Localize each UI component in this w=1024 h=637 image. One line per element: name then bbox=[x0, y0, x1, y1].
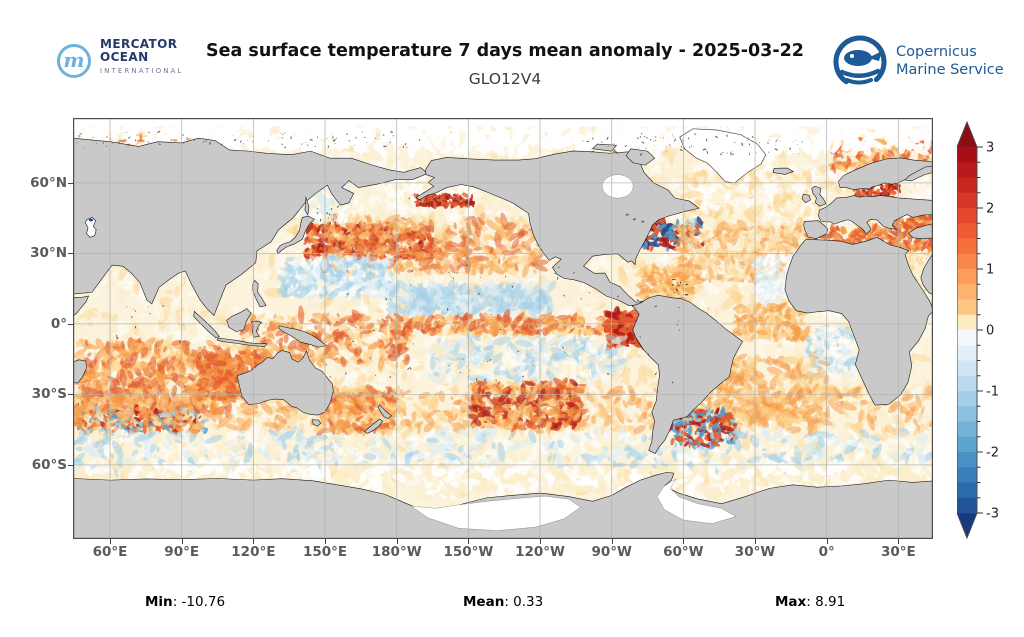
colorbar-svg: 3 2 1 0 -1 -2 -3 bbox=[956, 120, 999, 540]
x-axis-tick-mark bbox=[110, 539, 112, 544]
y-axis-tick-label: 60°S bbox=[31, 456, 67, 473]
svg-text:-1: -1 bbox=[986, 385, 999, 400]
stat-max: Max: 8.91 bbox=[775, 594, 845, 610]
svg-text:2: 2 bbox=[986, 202, 994, 217]
x-axis-tick-mark bbox=[325, 539, 327, 544]
stat-min-label: Min bbox=[145, 594, 173, 610]
x-axis-tick-mark bbox=[611, 539, 613, 544]
mercator-ocean-logo-icon: m bbox=[57, 44, 91, 78]
y-axis-tick-label: 30°S bbox=[31, 386, 67, 403]
x-axis-tick-label: 180°W bbox=[371, 544, 422, 560]
x-axis-tick-mark bbox=[468, 539, 470, 544]
x-axis-tick-mark bbox=[898, 539, 900, 544]
y-axis-tick-label: 30°N bbox=[30, 245, 67, 262]
x-axis-tick-mark bbox=[826, 539, 828, 544]
x-axis-tick-mark bbox=[253, 539, 255, 544]
x-axis-tick-mark bbox=[683, 539, 685, 544]
y-axis-tick-mark bbox=[68, 323, 73, 325]
y-axis-tick-mark bbox=[68, 253, 73, 255]
x-axis-tick-mark bbox=[181, 539, 183, 544]
svg-text:-3: -3 bbox=[986, 507, 999, 522]
svg-text:0: 0 bbox=[986, 324, 994, 339]
stat-min-value: : -10.76 bbox=[172, 594, 226, 610]
x-axis-tick-mark bbox=[755, 539, 757, 544]
page-subtitle: GLO12V4 bbox=[468, 70, 542, 88]
svg-text:1: 1 bbox=[986, 263, 994, 278]
x-axis-tick-label: 60°W bbox=[663, 544, 704, 560]
stat-min: Min: -10.76 bbox=[145, 594, 225, 610]
y-axis-tick-label: 60°N bbox=[30, 174, 67, 191]
x-axis-tick-label: 150°E bbox=[302, 544, 348, 560]
x-axis-tick-label: 30°E bbox=[880, 544, 916, 560]
copernicus-word: Copernicus bbox=[896, 44, 977, 60]
y-axis-tick-mark bbox=[68, 464, 73, 466]
x-axis-tick-label: 90°W bbox=[591, 544, 632, 560]
x-axis-tick-label: 30°W bbox=[734, 544, 776, 560]
x-axis-tick-label: 60°E bbox=[92, 544, 128, 560]
international-word: INTERNATIONAL bbox=[100, 67, 184, 75]
stat-mean-label: Mean bbox=[463, 594, 505, 610]
x-axis-tick-label: 120°W bbox=[515, 544, 565, 560]
x-axis-tick-label: 90°E bbox=[164, 544, 200, 560]
marine-service-word: Marine Service bbox=[896, 62, 1004, 78]
stat-max-label: Max bbox=[775, 594, 807, 610]
colorbar: 3 2 1 0 -1 -2 -3 bbox=[956, 120, 1019, 540]
copernicus-wordmark: Copernicus Marine Service bbox=[896, 43, 1004, 79]
page-title: Sea surface temperature 7 days mean anom… bbox=[206, 41, 804, 61]
mercator-ocean-wordmark: MERCATOR OCEAN INTERNATIONAL bbox=[100, 37, 184, 76]
y-axis-tick-label: 0° bbox=[50, 315, 67, 332]
x-axis-tick-label: 120°E bbox=[231, 544, 276, 560]
stat-max-value: : 8.91 bbox=[806, 594, 846, 610]
y-axis-tick-mark bbox=[68, 182, 73, 184]
ocean-word: OCEAN bbox=[100, 50, 149, 64]
x-axis-tick-mark bbox=[540, 539, 542, 544]
x-axis-tick-mark bbox=[396, 539, 398, 544]
stat-mean: Mean: 0.33 bbox=[463, 594, 543, 610]
x-axis-tick-label: 150°W bbox=[443, 544, 494, 560]
svg-text:-2: -2 bbox=[986, 446, 999, 461]
copernicus-fish-icon bbox=[833, 35, 887, 89]
stat-mean-value: : 0.33 bbox=[504, 594, 544, 610]
map-canvas bbox=[73, 118, 933, 539]
svg-text:3: 3 bbox=[986, 141, 994, 156]
mercator-word: MERCATOR bbox=[100, 37, 178, 51]
x-axis-tick-label: 0° bbox=[818, 544, 835, 560]
y-axis-tick-mark bbox=[68, 394, 73, 396]
